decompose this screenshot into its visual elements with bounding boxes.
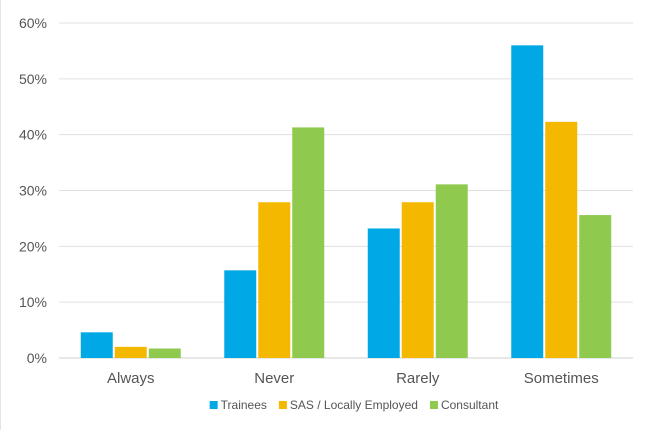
bar-never-consultant — [292, 127, 325, 359]
y-tick-label: 60% — [19, 15, 47, 31]
bar-always-trainees — [80, 332, 113, 358]
bar-never-sas-locally-employed — [258, 202, 291, 358]
x-tick-label: Always — [107, 370, 155, 387]
bar-sometimes-trainees — [511, 45, 544, 358]
bar-rarely-consultant — [435, 184, 468, 358]
bar-sometimes-sas-locally-employed — [545, 121, 578, 358]
legend-swatch — [209, 401, 218, 409]
x-tick-label: Rarely — [396, 370, 440, 387]
x-tick-label: Never — [254, 370, 294, 387]
y-tick-label: 40% — [19, 127, 47, 143]
bar-rarely-trainees — [367, 228, 400, 358]
bar-sometimes-consultant — [579, 215, 612, 358]
y-tick-label: 0% — [27, 350, 47, 366]
y-tick-label: 50% — [19, 71, 47, 87]
bar-rarely-sas-locally-employed — [401, 202, 434, 358]
legend-label: Trainees — [221, 398, 267, 412]
legend-label: SAS / Locally Employed — [290, 398, 418, 412]
y-tick-label: 30% — [19, 183, 47, 199]
y-tick-label: 20% — [19, 238, 47, 254]
bar-never-trainees — [224, 270, 257, 358]
legend-swatch — [429, 401, 438, 409]
legend-label: Consultant — [441, 398, 499, 412]
bar-always-consultant — [148, 348, 181, 358]
legend-swatch — [278, 401, 287, 409]
bar-always-sas-locally-employed — [114, 346, 147, 358]
x-tick-label: Sometimes — [524, 370, 599, 387]
y-tick-label: 10% — [19, 294, 47, 310]
